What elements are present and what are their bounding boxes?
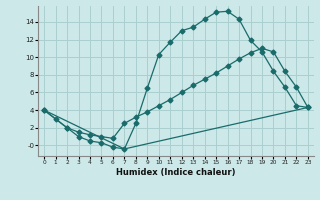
X-axis label: Humidex (Indice chaleur): Humidex (Indice chaleur) [116,168,236,177]
